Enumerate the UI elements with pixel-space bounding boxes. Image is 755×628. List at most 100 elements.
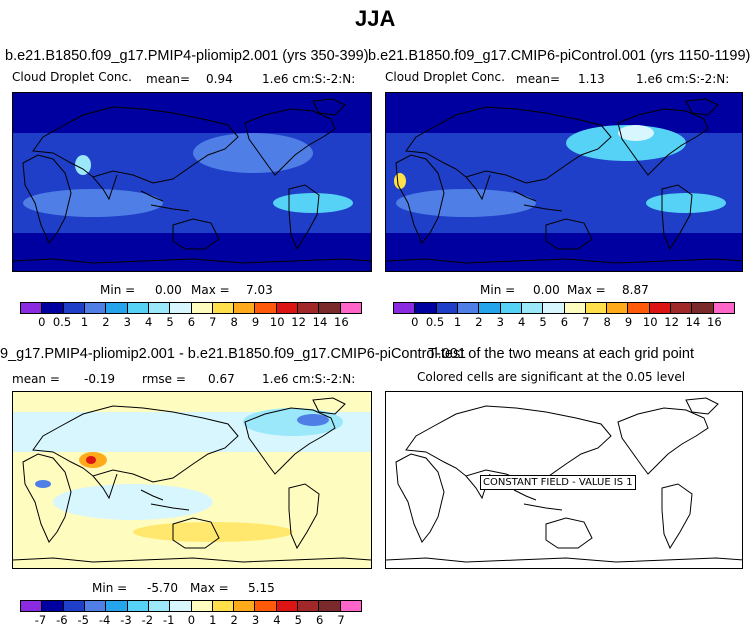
panel1-variable: Cloud Droplet Conc. — [12, 70, 132, 84]
colorbar-tick-label: 2 — [102, 315, 110, 329]
colorbar-tick-label: 0 — [38, 315, 46, 329]
colorbar-swatch — [692, 303, 714, 313]
colorbar-tick-label: 12 — [664, 315, 679, 329]
panel2-variable: Cloud Droplet Conc. — [385, 70, 505, 84]
colorbar-tick-label: 14 — [312, 315, 328, 329]
colorbar-tick-label: 5 — [539, 315, 547, 329]
colorbar-swatch — [276, 601, 299, 611]
panel1-map — [12, 92, 372, 272]
colorbar-tick-label: 1 — [453, 315, 462, 329]
panel3-title: 9_g17.PMIP4-pliomip2.001 - b.e21.B1850.f… — [0, 346, 466, 362]
panel3-mean-label: mean = — [12, 372, 60, 386]
colorbar-tick-label: 16 — [334, 315, 349, 329]
figure-title: JJA — [355, 6, 396, 31]
colorbar-swatch — [191, 303, 213, 313]
panel1-title: b.e21.B1850.f09_g17.PMIP4-pliomip2.001 (… — [5, 48, 369, 64]
colorbar-swatch — [521, 303, 544, 313]
colorbar-swatch — [148, 601, 171, 611]
colorbar-swatch — [170, 601, 192, 611]
colorbar-swatch — [42, 601, 64, 611]
colorbar-swatch — [148, 303, 171, 313]
colorbar-swatch — [84, 601, 107, 611]
colorbar-swatch — [298, 601, 320, 611]
colorbar-swatch — [127, 601, 149, 611]
panel1-mean: 0.94 — [206, 72, 233, 86]
colorbar-tick-label: 5 — [166, 315, 174, 329]
panel4-title: T-test of the two means at each grid poi… — [428, 346, 694, 362]
panel2-min: 0.00 — [533, 283, 560, 297]
panel3-map — [12, 391, 372, 569]
panel3-colorbar — [20, 600, 362, 612]
colorbar-tick-label: 0.5 — [425, 315, 445, 329]
colorbar-swatch — [212, 303, 235, 313]
panel3-mean: -0.19 — [84, 372, 116, 386]
colorbar-tick-label: 9 — [251, 315, 260, 329]
colorbar-swatch — [607, 303, 629, 313]
colorbar-swatch — [212, 601, 235, 611]
panel2-max-label: Max = — [567, 283, 606, 297]
colorbar-swatch — [457, 303, 480, 313]
colorbar-swatch — [42, 303, 64, 313]
colorbar-swatch — [234, 303, 256, 313]
colorbar-tick-label: 2 — [230, 613, 238, 627]
colorbar-tick-label: 6 — [560, 315, 569, 329]
colorbar-swatch — [394, 303, 416, 313]
colorbar-swatch — [500, 303, 522, 313]
panel4-subtitle: Colored cells are significant at the 0.0… — [417, 370, 686, 384]
colorbar-swatch — [671, 303, 693, 313]
colorbar-tick-label: 5 — [294, 613, 302, 627]
colorbar-tick-label: 4 — [273, 613, 281, 627]
panel1-max-label: Max = — [191, 283, 230, 297]
panel3-min: -5.70 — [147, 581, 179, 595]
colorbar-swatch — [415, 303, 437, 313]
panel1-max: 7.03 — [246, 283, 273, 297]
colorbar-tick-label: 12 — [291, 315, 306, 329]
colorbar-tick-label: 14 — [685, 315, 701, 329]
colorbar-tick-label: -5 — [77, 613, 89, 627]
panel2-title: b.e21.B1850.f09_g17.CMIP6-piControl.001 … — [368, 48, 751, 64]
panel3-max-label: Max = — [190, 581, 229, 595]
panel3-field — [13, 397, 371, 563]
colorbar-tick-label: 16 — [707, 315, 722, 329]
colorbar-swatch — [649, 303, 672, 313]
colorbar-tick-label: 7 — [209, 315, 217, 329]
constant-field-label: CONSTANT FIELD - VALUE IS 1 — [480, 475, 636, 490]
colorbar-swatch — [713, 303, 734, 313]
panel1-colorbar — [20, 302, 362, 314]
colorbar-tick-label: 3 — [496, 315, 504, 329]
panel2-min-label: Min = — [480, 283, 516, 297]
panel2-max: 8.87 — [622, 283, 649, 297]
panel1-field — [13, 93, 371, 271]
colorbar-swatch — [21, 601, 43, 611]
colorbar-swatch — [63, 601, 85, 611]
colorbar-tick-label: 8 — [230, 315, 238, 329]
colorbar-tick-label: -4 — [98, 613, 111, 627]
panel2-colorbar — [393, 302, 735, 314]
colorbar-swatch — [84, 303, 107, 313]
colorbar-swatch — [479, 303, 501, 313]
colorbar-tick-label: 4 — [517, 315, 526, 329]
colorbar-tick-label: -7 — [34, 613, 47, 627]
colorbar-tick-label: -1 — [163, 613, 175, 627]
colorbar-swatch — [436, 303, 458, 313]
colorbar-tick-label: 6 — [187, 315, 196, 329]
colorbar-swatch — [276, 303, 299, 313]
colorbar-swatch — [255, 303, 277, 313]
colorbar-tick-label: -6 — [56, 613, 68, 627]
colorbar-tick-label: 1 — [80, 315, 89, 329]
colorbar-swatch — [106, 303, 128, 313]
colorbar-swatch — [298, 303, 320, 313]
panel3-max: 5.15 — [248, 581, 275, 595]
colorbar-swatch — [234, 601, 256, 611]
colorbar-tick-label: 0 — [411, 315, 419, 329]
colorbar-swatch — [319, 303, 341, 313]
panel2-mean: 1.13 — [578, 72, 605, 86]
colorbar-tick-label: 4 — [144, 315, 153, 329]
panel1-units: 1.e6 cm:S:-2:N: — [262, 72, 356, 86]
colorbar-swatch — [255, 601, 277, 611]
panel2-field — [386, 93, 742, 271]
colorbar-tick-label: -3 — [120, 613, 132, 627]
colorbar-swatch — [191, 601, 213, 611]
colorbar-swatch — [340, 601, 361, 611]
colorbar-swatch — [21, 303, 43, 313]
